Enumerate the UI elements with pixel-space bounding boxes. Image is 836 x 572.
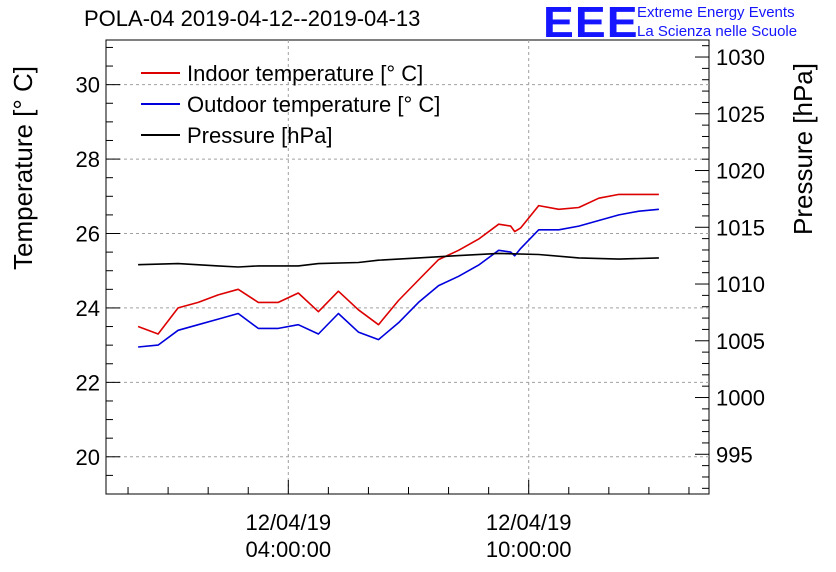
y-tick-label: 22 — [76, 370, 100, 395]
y2-tick-label: 1030 — [716, 45, 765, 70]
chart-title: POLA-04 2019-04-12--2019-04-13 — [84, 6, 421, 31]
y-tick-label: 30 — [76, 73, 100, 98]
y-tick-label: 28 — [76, 147, 100, 172]
y2-tick-label: 1010 — [716, 272, 765, 297]
y2-tick-label: 1000 — [716, 386, 765, 411]
logo-caption-line2: La Scienza nelle Scuole — [637, 23, 798, 40]
series-line-1 — [137, 193, 659, 335]
y2-tick-label: 1005 — [716, 329, 765, 354]
series-line-3 — [138, 252, 659, 268]
x-tick-label-date: 12/04/19 — [486, 510, 572, 535]
x-tick-label-time: 10:00:00 — [486, 537, 572, 562]
legend-label-1: Indoor temperature [° C] — [187, 61, 423, 86]
y2-tick-label: 995 — [716, 442, 753, 467]
y2-tick-label: 1025 — [716, 102, 765, 127]
y-tick-label: 20 — [76, 445, 100, 470]
legend-label-2: Outdoor temperature [° C] — [187, 92, 440, 117]
series-line-2 — [138, 208, 659, 348]
y2-tick-label: 1015 — [716, 215, 765, 240]
logo-caption: Extreme Energy Events La Scienza nelle S… — [637, 3, 797, 41]
y-axis-label-right: Pressure [hPa] — [788, 63, 818, 235]
y-axis-label-left: Temperature [° C] — [8, 65, 38, 270]
y-tick-label: 24 — [76, 296, 100, 321]
y-tick-label: 26 — [76, 222, 100, 247]
eee-logo: EEE — [543, 0, 639, 47]
plot-frame — [105, 39, 710, 495]
x-tick-label-date: 12/04/19 — [245, 510, 331, 535]
logo-caption-line1: Extreme Energy Events — [637, 4, 795, 21]
y2-tick-label: 1020 — [716, 159, 765, 184]
legend-label-3: Pressure [hPa] — [187, 123, 333, 148]
x-tick-label-time: 04:00:00 — [245, 537, 331, 562]
